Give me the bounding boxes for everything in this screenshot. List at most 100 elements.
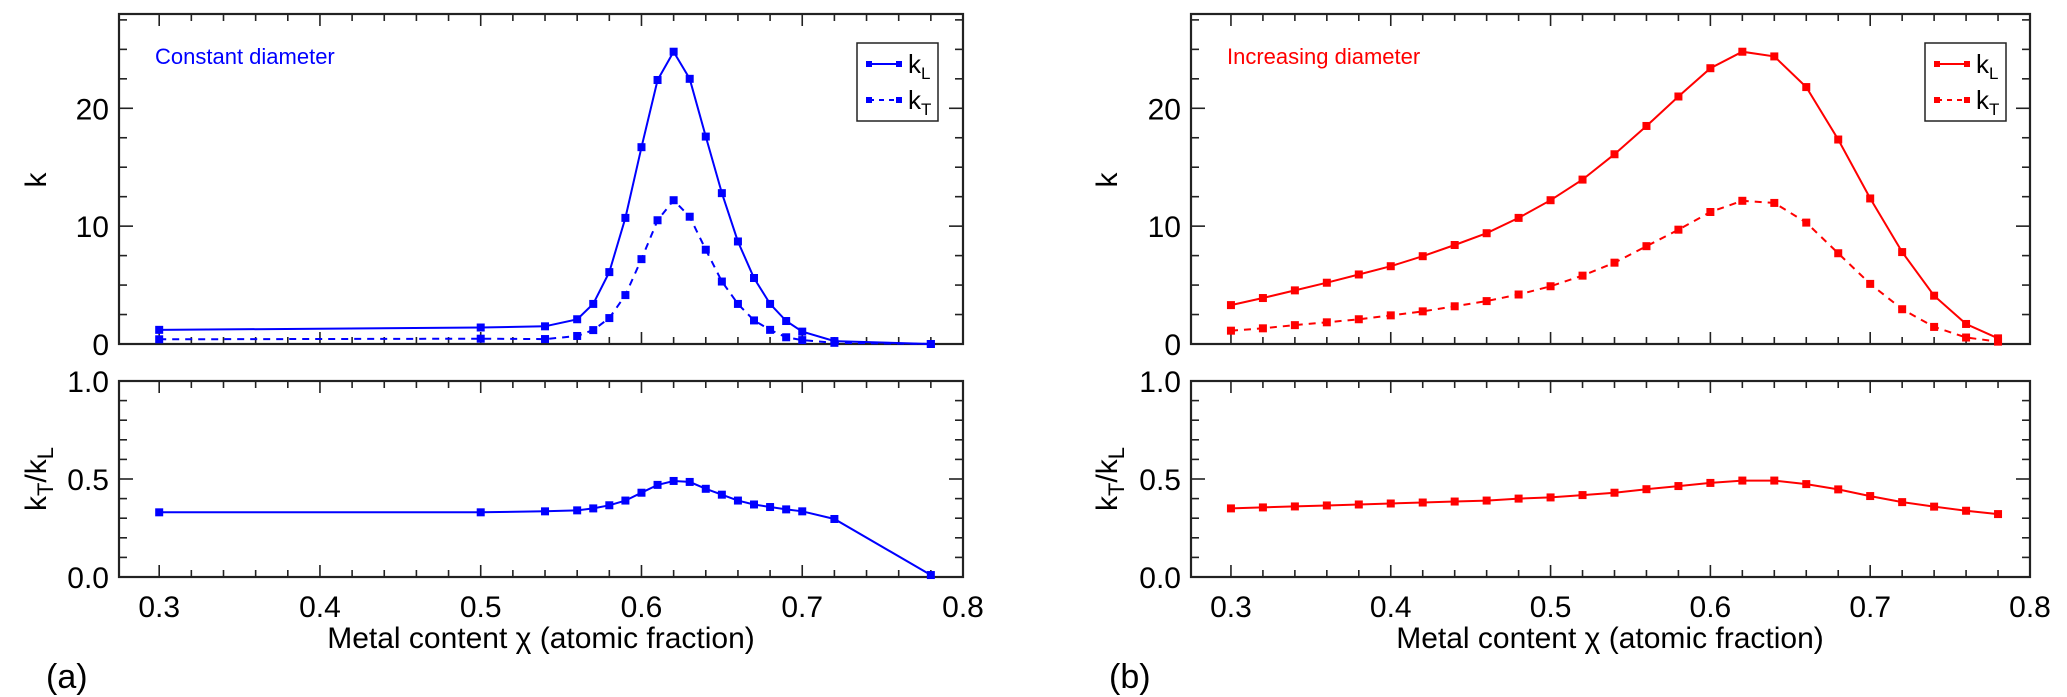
data-point [1258, 503, 1267, 512]
data-point [1770, 476, 1779, 485]
y-tick-label: 1.0 [67, 366, 109, 399]
x-tick-label: 0.6 [1690, 591, 1732, 624]
data-point [926, 340, 935, 348]
plot-area: 0 10 20 0.0 0.5 1.0 0.3 0.4 0.5 0.6 0.7 0.8 0 10 20 0.0… [67, 12, 2051, 624]
x-tick-label: 0.4 [1370, 591, 1412, 624]
legend-kl-marker [1964, 61, 1970, 67]
panel-a-annotation: Constant diameter [155, 44, 335, 69]
data-point [621, 291, 630, 300]
data-point [1674, 482, 1683, 491]
data-point [750, 316, 759, 325]
data-point [1354, 270, 1363, 279]
data-point [926, 571, 935, 580]
data-point [1802, 83, 1811, 92]
data-point [1418, 307, 1427, 316]
data-point [1322, 278, 1331, 287]
data-point [1386, 262, 1395, 271]
legend-box [856, 42, 939, 122]
data-point [1418, 252, 1427, 261]
data-point [1482, 496, 1491, 505]
legend-kt-label: kT [1976, 85, 1999, 119]
panel-a-tag: (a) [46, 658, 88, 696]
data-point [1994, 510, 2003, 519]
axes-frame [117, 12, 965, 346]
data-point [1962, 319, 1971, 328]
data-point [1482, 297, 1491, 306]
x-tick-label: 0.8 [2009, 591, 2051, 624]
data-point [1674, 92, 1683, 101]
data-point [1738, 196, 1747, 205]
data-point [1546, 196, 1555, 205]
series-kT [155, 196, 935, 348]
series-line [1230, 479, 1999, 516]
data-point [1994, 337, 2003, 346]
data-point [1866, 492, 1875, 501]
panel-b-legend: kL kT [1924, 42, 2007, 122]
data-point [1706, 478, 1715, 487]
x-tick-label: 0.4 [299, 591, 341, 624]
y-tick-label: 0.5 [67, 464, 109, 497]
axes-frame [1189, 12, 2032, 346]
data-point [573, 506, 582, 515]
series-kL [1226, 47, 2003, 343]
data-point [1450, 497, 1459, 506]
panel-b: Increasing diameter k kT/kL Metal conten… [1091, 42, 2007, 696]
data-point [1930, 322, 1939, 331]
panel-b-bottom-ylabel: kT/kL [1091, 447, 1129, 511]
data-point [605, 268, 614, 277]
panel-b-annotation: Increasing diameter [1227, 44, 1420, 69]
y-tick-label: 0 [1164, 329, 1181, 362]
data-point [1450, 241, 1459, 249]
data-point [637, 255, 646, 264]
y-tick-label: 0 [92, 329, 109, 362]
y-tick-label: 10 [76, 211, 109, 244]
data-point [1610, 488, 1619, 497]
data-point [541, 335, 550, 344]
axes-frame [117, 379, 965, 579]
data-point [1866, 279, 1875, 288]
series-kT-kL [1226, 476, 2003, 519]
data-point [1674, 225, 1683, 234]
data-point [750, 500, 759, 509]
data-point [733, 496, 742, 505]
data-point [1322, 318, 1331, 327]
data-point [685, 74, 694, 83]
x-tick-label: 0.6 [621, 591, 663, 624]
panel-b-tag: (b) [1109, 658, 1151, 696]
data-point [701, 484, 710, 493]
data-point [1546, 493, 1555, 502]
data-point [669, 196, 678, 205]
data-point [766, 503, 775, 512]
data-point [1834, 135, 1843, 144]
data-point [1610, 150, 1619, 159]
y-tick-label: 0.5 [1139, 464, 1181, 497]
data-point [830, 514, 839, 523]
data-point [685, 477, 694, 486]
x-tick-label: 0.8 [942, 591, 984, 624]
x-tick-label: 0.7 [1849, 591, 1891, 624]
data-point [605, 501, 614, 510]
x-tick-label: 0.7 [781, 591, 823, 624]
panel-a-xlabel: Metal content χ (atomic fraction) [327, 622, 755, 655]
data-point [1834, 485, 1843, 494]
data-point [1514, 290, 1523, 299]
legend-kl-marker [1934, 61, 1940, 67]
legend-kl-marker [866, 61, 872, 67]
data-point [766, 325, 775, 334]
data-point [1258, 294, 1267, 303]
data-point [1226, 326, 1235, 335]
series-kT-kL [155, 476, 935, 580]
subplot-b-top: 0 10 20 [1148, 12, 2032, 362]
x-tick-label: 0.5 [460, 591, 502, 624]
data-point [1354, 315, 1363, 324]
data-point [1610, 258, 1619, 267]
data-point [798, 336, 807, 345]
data-point [573, 315, 582, 324]
data-point [621, 213, 630, 222]
panel-a-top-ylabel: k [20, 172, 53, 188]
data-point [1834, 249, 1843, 258]
data-point [1386, 311, 1395, 320]
data-point [1770, 52, 1779, 61]
data-point [1738, 476, 1747, 485]
panel-a-bottom-ylabel: kT/kL [20, 447, 58, 511]
